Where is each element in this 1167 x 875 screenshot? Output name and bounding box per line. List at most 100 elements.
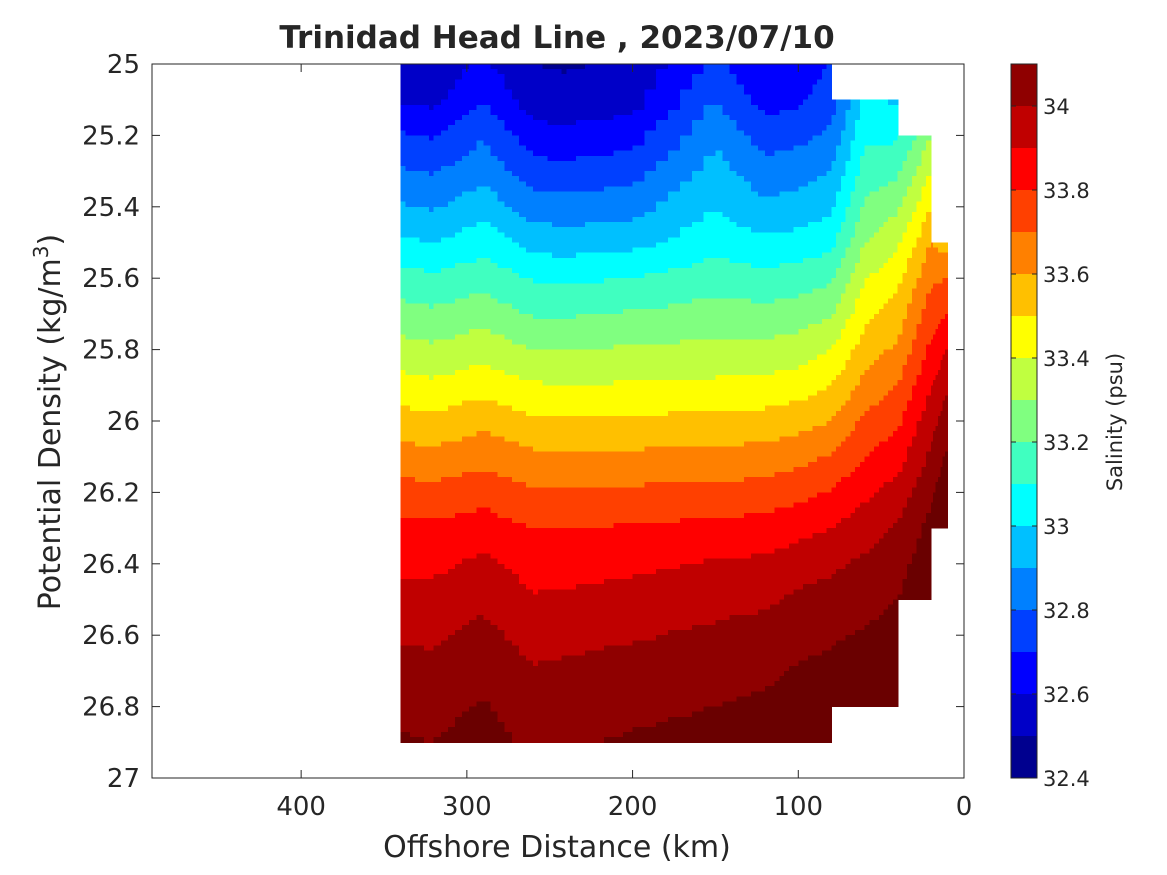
contour-cell (613, 303, 624, 310)
contour-cell (604, 370, 615, 376)
contour-cell (419, 94, 425, 101)
contour-cell (511, 686, 520, 692)
contour-cell (419, 359, 425, 366)
contour-cell (483, 665, 492, 672)
contour-cell (542, 441, 548, 448)
contour-cell (469, 609, 477, 616)
contour-cell (537, 630, 544, 636)
contour-cell (469, 701, 477, 708)
contour-cell (542, 191, 548, 198)
contour-cell (552, 589, 558, 595)
contour-cell (691, 232, 705, 238)
contour-cell (604, 375, 615, 381)
contour-cell (410, 293, 416, 300)
contour-cell (424, 584, 430, 590)
contour-cell (537, 242, 544, 249)
contour-cell (476, 502, 485, 509)
contour-cell (533, 268, 539, 274)
contour-cell (561, 364, 567, 371)
contour-cell (585, 533, 596, 539)
contour-cell (679, 262, 693, 269)
contour-cell (428, 283, 435, 289)
contour-cell (613, 171, 624, 177)
contour-cell (526, 354, 534, 361)
contour-cell (542, 84, 548, 91)
contour-cell (511, 64, 520, 70)
contour-cell (691, 84, 705, 91)
contour-cell (518, 670, 527, 677)
contour-cell (490, 155, 499, 162)
contour-cell (414, 329, 421, 335)
contour-cell (537, 115, 544, 121)
contour-cell (575, 502, 586, 509)
contour-cell (604, 155, 615, 162)
contour-cell (566, 94, 577, 101)
contour-cell (455, 130, 463, 136)
contour-cell (433, 344, 442, 351)
contour-cell (585, 293, 596, 300)
contour-cell (424, 181, 430, 187)
contour-cell (455, 676, 463, 682)
contour-cell (668, 252, 681, 259)
contour-cell (623, 84, 634, 91)
contour-cell (533, 737, 539, 743)
contour-cell (526, 640, 534, 646)
contour-cell (585, 283, 596, 289)
contour-cell (556, 385, 563, 391)
contour-cell (547, 99, 553, 106)
contour-cell (623, 339, 634, 346)
contour-cell (511, 115, 520, 121)
contour-cell (455, 553, 463, 560)
contour-cell (561, 84, 567, 91)
contour-cell (490, 502, 499, 509)
contour-cell (552, 201, 558, 208)
contour-cell (547, 477, 553, 483)
contour-cell (424, 482, 430, 488)
contour-cell (533, 640, 539, 646)
contour-cell (533, 370, 539, 376)
contour-cell (518, 691, 527, 697)
contour-cell (490, 507, 499, 514)
contour-cell (585, 665, 596, 672)
contour-cell (483, 721, 492, 728)
contour-cell (575, 431, 586, 437)
contour-cell (561, 487, 567, 493)
contour-cell (424, 456, 430, 463)
contour-cell (547, 319, 553, 325)
contour-cell (455, 502, 463, 509)
contour-cell (476, 492, 485, 499)
contour-cell (526, 635, 534, 641)
contour-cell (424, 288, 430, 295)
contour-cell (526, 696, 534, 703)
contour-cell (433, 242, 442, 249)
contour-cell (504, 109, 513, 116)
contour-cell (542, 604, 548, 611)
contour-cell (585, 614, 596, 621)
contour-cell (632, 166, 646, 172)
contour-cell (414, 630, 421, 636)
contour-cell (447, 477, 456, 483)
contour-cell (462, 339, 470, 346)
contour-cell (656, 201, 669, 208)
contour-cell (594, 395, 605, 402)
contour-cell (556, 79, 563, 85)
contour-cell (594, 155, 605, 162)
contour-cell (533, 232, 539, 238)
contour-cell (440, 502, 449, 509)
contour-cell (623, 222, 634, 228)
contour-cell (656, 237, 669, 244)
contour-cell (542, 262, 548, 269)
contour-cell (575, 604, 586, 611)
contour-cell (623, 293, 634, 300)
contour-cell (542, 446, 548, 453)
contour-cell (604, 415, 615, 422)
contour-cell (504, 574, 513, 580)
contour-cell (556, 160, 563, 167)
contour-cell (566, 160, 577, 167)
contour-cell (518, 732, 527, 738)
contour-cell (433, 497, 442, 504)
contour-cell (623, 201, 634, 208)
contour-cell (613, 558, 624, 565)
contour-cell (469, 492, 477, 499)
contour-cell (405, 721, 411, 728)
